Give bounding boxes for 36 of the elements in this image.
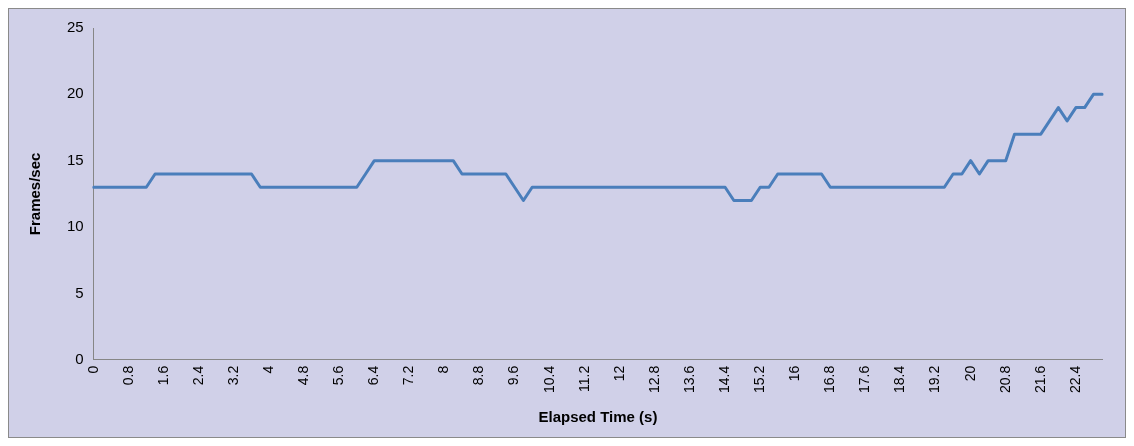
x-tick-label: 17.6 — [856, 365, 873, 393]
x-tick-label: 13.6 — [680, 365, 697, 393]
x-tick-label: 12 — [610, 365, 627, 382]
y-tick-label: 10 — [67, 217, 84, 235]
x-tick-label: 1.6 — [154, 365, 171, 386]
y-tick-label: 15 — [67, 150, 84, 168]
x-tick-label: 4.8 — [295, 365, 312, 386]
x-tick-label: 8 — [435, 365, 452, 374]
y-axis-title: Frames/sec — [26, 152, 44, 236]
x-tick-label: 2.4 — [189, 365, 206, 386]
x-tick-label: 14.4 — [715, 365, 732, 393]
x-tick-label: 10.4 — [540, 365, 557, 393]
x-tick-label: 5.6 — [330, 365, 347, 386]
x-tick-label: 19.2 — [926, 365, 943, 393]
x-tick-label: 3.2 — [224, 365, 241, 386]
y-tick-label: 25 — [67, 18, 84, 36]
x-tick-label: 9.6 — [505, 365, 522, 386]
x-axis-title: Elapsed Time (s) — [538, 408, 658, 426]
x-tick-label: 21.6 — [1031, 365, 1048, 393]
x-tick-label: 22.4 — [1066, 365, 1083, 393]
x-tick-label: 8.8 — [470, 365, 487, 386]
x-tick-label: 4 — [259, 365, 276, 374]
x-tick-label: 16 — [786, 365, 803, 382]
x-tick-label: 15.2 — [751, 365, 768, 393]
x-tick-label: 7.2 — [400, 365, 417, 386]
x-tick-label: 11.2 — [575, 365, 592, 392]
y-tick-label: 20 — [67, 84, 84, 102]
x-tick-label: 0 — [84, 365, 101, 374]
x-tick-label: 18.4 — [891, 365, 908, 393]
x-tick-label: 0.8 — [119, 365, 136, 386]
x-tick-label: 6.4 — [365, 365, 382, 386]
x-tick-label: 12.8 — [645, 365, 662, 393]
x-tick-label: 16.8 — [821, 365, 838, 393]
x-tick-label: 20.8 — [996, 365, 1013, 393]
x-tick-label: 20 — [961, 365, 978, 382]
y-tick-label: 5 — [75, 283, 84, 301]
